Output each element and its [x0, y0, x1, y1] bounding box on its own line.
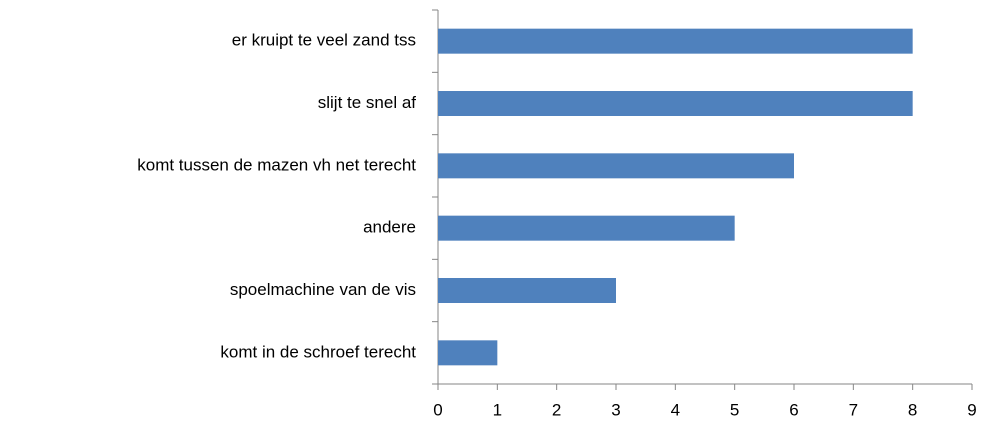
x-tick-label: 6	[789, 400, 798, 419]
x-tick-label: 5	[730, 400, 739, 419]
bar	[438, 28, 913, 54]
x-tick-label: 7	[849, 400, 858, 419]
x-tick-label: 9	[967, 400, 976, 419]
y-tick-label: komt tussen de mazen vh net terecht	[137, 155, 416, 174]
bar	[438, 215, 735, 241]
y-tick-label: komt in de schroef terecht	[220, 342, 416, 361]
x-tick-label: 8	[908, 400, 917, 419]
x-tick-label: 0	[433, 400, 442, 419]
bar	[438, 340, 498, 366]
y-tick-label: spoelmachine van de vis	[230, 280, 416, 299]
bar	[438, 153, 794, 179]
bar	[438, 278, 616, 303]
x-tick-label: 1	[493, 400, 502, 419]
y-tick-label: slijt te snel af	[318, 93, 417, 112]
x-tick-label: 4	[671, 400, 680, 419]
bar	[438, 91, 913, 116]
x-tick-label: 3	[611, 400, 620, 419]
y-tick-label: er kruipt te veel zand tss	[232, 31, 416, 50]
y-tick-label: andere	[363, 218, 416, 237]
x-tick-label: 2	[552, 400, 561, 419]
